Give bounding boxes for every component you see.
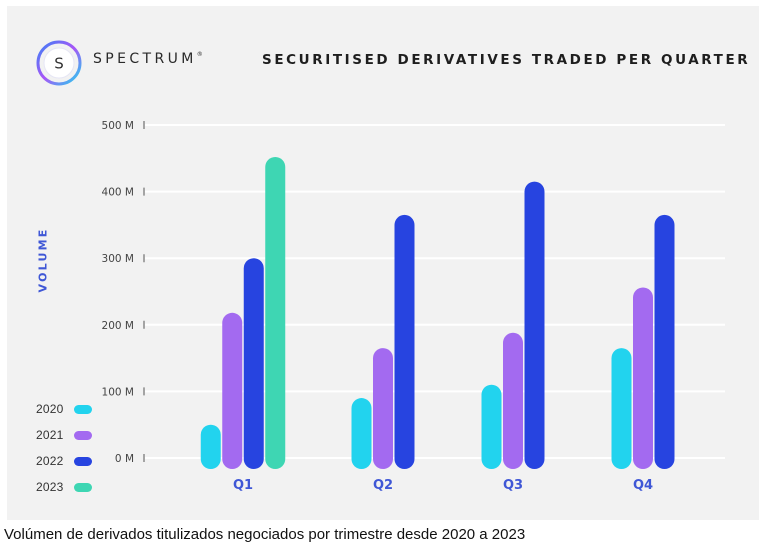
bar-q2-2020 (351, 398, 372, 469)
legend-swatch (74, 430, 92, 440)
brand-mark: ® (196, 51, 203, 58)
y-tick-label: 100 M (102, 386, 134, 398)
bar-q2-2021 (373, 348, 393, 469)
bar-q4-2020 (611, 348, 632, 469)
bar-q3-2021 (503, 332, 523, 469)
legend-swatch (74, 404, 92, 414)
y-tick-label: 400 M (102, 187, 134, 199)
x-category-label: Q3 (503, 478, 523, 493)
bar-q3-2020 (481, 384, 502, 469)
legend: 2020 2021 2022 2023 (36, 396, 92, 500)
y-tick-label: 500 M (102, 120, 134, 132)
bar-q1-2021 (222, 312, 243, 469)
bar-q2-2022 (394, 214, 415, 469)
bar-q1-2020 (200, 424, 221, 469)
legend-swatch (74, 456, 92, 466)
legend-item-2020: 2020 (36, 396, 92, 422)
legend-label: 2021 (36, 428, 64, 442)
legend-label: 2020 (36, 402, 64, 416)
brand-name-text: SPECTRUM (93, 51, 197, 67)
y-tick-label: 0 M (115, 453, 134, 465)
legend-swatch (74, 482, 92, 492)
brand-name: SPECTRUM® (93, 51, 203, 67)
bar-q4-2022 (654, 214, 675, 469)
x-category-label: Q4 (633, 478, 653, 493)
chart-title: SECURITISED DERIVATIVES TRADED PER QUART… (262, 52, 751, 68)
bar-q1-2022 (243, 258, 264, 469)
legend-item-2022: 2022 (36, 448, 92, 474)
y-tick-label: 200 M (102, 320, 134, 332)
bar-q1-2023 (265, 156, 286, 469)
x-category-label: Q2 (373, 478, 393, 493)
legend-item-2021: 2021 (36, 422, 92, 448)
legend-label: 2022 (36, 454, 64, 468)
bar-q3-2022 (524, 181, 545, 470)
caption: Volúmen de derivados titulizados negocia… (4, 526, 526, 543)
legend-item-2023: 2023 (36, 474, 92, 500)
bar-q4-2021 (633, 287, 653, 469)
y-tick-label: 300 M (102, 253, 134, 265)
x-category-label: Q1 (233, 478, 253, 493)
legend-label: 2023 (36, 480, 64, 494)
logo-letter: S (54, 55, 64, 73)
spectrum-logo: S (36, 40, 82, 86)
